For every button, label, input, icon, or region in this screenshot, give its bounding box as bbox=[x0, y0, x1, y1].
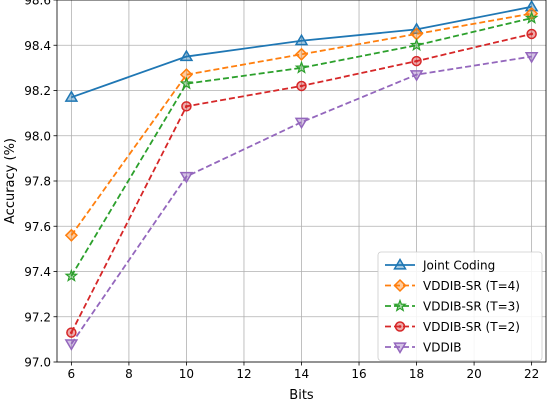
series-line bbox=[70, 12, 532, 236]
data-point bbox=[179, 68, 194, 82]
marker-dot bbox=[300, 84, 303, 88]
data-point bbox=[64, 228, 78, 242]
legend-marker bbox=[393, 342, 407, 354]
data-point bbox=[409, 70, 424, 82]
marker-dot bbox=[69, 331, 73, 334]
marker-dot bbox=[398, 325, 402, 328]
y-tick-label: 98.2 bbox=[24, 84, 51, 98]
data-point bbox=[294, 117, 309, 130]
data-point bbox=[294, 33, 309, 46]
legend: Joint Coding VDDIB-SR (T=4) VDDIB-SR (T=3)… bbox=[377, 251, 543, 361]
legend-marker bbox=[393, 258, 407, 270]
legend-item: VDDIB-SR (T=4) bbox=[385, 278, 520, 293]
y-tick-label: 97.8 bbox=[24, 175, 51, 189]
data-point bbox=[179, 171, 194, 184]
x-tick-label: 8 bbox=[125, 367, 133, 381]
series-3 bbox=[64, 10, 539, 282]
data-point bbox=[64, 268, 79, 282]
y-tick-label: 97.2 bbox=[24, 310, 51, 324]
series-line bbox=[70, 55, 532, 345]
legend-item: VDDIB bbox=[385, 341, 461, 355]
data-point bbox=[64, 339, 79, 351]
marker-dot bbox=[185, 104, 188, 108]
legend-label: VDDIB-SR (T=4) bbox=[423, 279, 520, 293]
data-point bbox=[294, 47, 309, 61]
legend-box bbox=[377, 251, 543, 361]
legend-marker bbox=[393, 278, 407, 293]
marker-dot bbox=[530, 32, 534, 36]
legend-label: Joint Coding bbox=[422, 259, 495, 273]
data-point bbox=[179, 49, 194, 62]
legend-item: VDDIB-SR (T=3) bbox=[385, 298, 520, 314]
x-tick-label: 14 bbox=[294, 367, 309, 381]
series-1 bbox=[64, 0, 539, 102]
data-point bbox=[411, 55, 422, 67]
legend-marker bbox=[393, 298, 407, 312]
legend-marker bbox=[394, 321, 406, 332]
legend-label: VDDIB-SR (T=3) bbox=[423, 300, 520, 314]
data-point bbox=[64, 90, 79, 102]
data-point bbox=[524, 51, 539, 64]
data-point bbox=[179, 76, 194, 90]
x-tick-label: 16 bbox=[351, 367, 366, 381]
y-tick-label: 98.0 bbox=[24, 129, 51, 143]
data-point bbox=[409, 38, 424, 52]
data-point bbox=[526, 28, 537, 40]
series-line bbox=[70, 17, 532, 277]
data-point bbox=[294, 60, 309, 74]
axis-ticks: 6 8 10 12 14 16 18 20 22 97.0 97.2 97.4 97.6 97.8 98.0… bbox=[24, 0, 539, 381]
x-tick-label: 20 bbox=[466, 367, 481, 381]
legend-label: VDDIB bbox=[423, 341, 461, 355]
y-tick-label: 98.4 bbox=[24, 39, 51, 53]
data-point bbox=[524, 0, 539, 12]
series-5 bbox=[64, 51, 539, 351]
x-tick-label: 6 bbox=[68, 367, 76, 381]
series-2 bbox=[64, 7, 539, 242]
x-axis-label: Bits bbox=[289, 388, 314, 403]
data-point bbox=[296, 80, 307, 92]
y-tick-label: 97.4 bbox=[24, 265, 51, 279]
series-4 bbox=[66, 28, 537, 338]
data-point bbox=[181, 101, 192, 112]
legend-item: VDDIB-SR (T=2) bbox=[385, 320, 520, 334]
y-tick-label: 97.6 bbox=[24, 220, 51, 234]
series-layer bbox=[64, 0, 539, 351]
x-tick-label: 10 bbox=[179, 367, 194, 381]
x-tick-label: 18 bbox=[409, 367, 424, 381]
y-tick-label: 97.0 bbox=[24, 356, 51, 370]
series-line bbox=[71, 5, 532, 99]
data-point bbox=[524, 10, 539, 24]
y-axis-label: Accuracy (%) bbox=[3, 138, 18, 224]
legend-label: VDDIB-SR (T=2) bbox=[423, 320, 520, 334]
x-tick-label: 12 bbox=[236, 367, 251, 381]
marker-dot bbox=[415, 59, 418, 63]
data-point bbox=[66, 327, 77, 338]
x-tick-label: 22 bbox=[524, 367, 539, 381]
y-tick-label: 98.6 bbox=[24, 0, 51, 8]
legend-item: Joint Coding bbox=[385, 258, 495, 273]
